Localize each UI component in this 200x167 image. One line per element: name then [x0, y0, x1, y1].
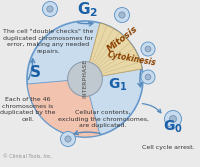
Text: Mitosis: Mitosis [106, 24, 140, 54]
Circle shape [60, 131, 76, 146]
Circle shape [141, 42, 155, 56]
Circle shape [164, 111, 182, 127]
Text: INTERPHASE: INTERPHASE [83, 59, 88, 99]
Wedge shape [27, 79, 100, 137]
Text: $\mathbf{G}_\mathbf{0}$: $\mathbf{G}_\mathbf{0}$ [163, 119, 183, 135]
Text: Cell cycle arrest.: Cell cycle arrest. [142, 145, 194, 150]
Circle shape [169, 115, 177, 123]
Circle shape [145, 46, 151, 52]
Text: Each of the 46
chromosomes is
duplicated by the
cell.: Each of the 46 chromosomes is duplicated… [0, 97, 56, 122]
Text: $\mathbf{G}_\mathbf{1}$: $\mathbf{G}_\mathbf{1}$ [108, 77, 128, 93]
Circle shape [145, 74, 151, 80]
Text: The cell "double checks" the
duplicated chromosomes for
error, making any needed: The cell "double checks" the duplicated … [3, 29, 93, 54]
Circle shape [42, 2, 58, 17]
Circle shape [27, 21, 143, 137]
Circle shape [65, 136, 71, 142]
Circle shape [141, 70, 155, 84]
Circle shape [47, 6, 53, 12]
Circle shape [114, 8, 130, 23]
Text: $\mathbf{S}$: $\mathbf{S}$ [29, 64, 41, 80]
Circle shape [119, 12, 125, 18]
Text: Cellular contents,
excluding the chromosomes,
are duplicated.: Cellular contents, excluding the chromos… [58, 110, 148, 128]
Text: $\mathbf{G}_\mathbf{2}$: $\mathbf{G}_\mathbf{2}$ [77, 1, 99, 19]
Wedge shape [85, 23, 142, 79]
Circle shape [68, 62, 102, 96]
Text: Cytokinesis: Cytokinesis [107, 50, 157, 68]
Text: © Clinical Tools, Inc.: © Clinical Tools, Inc. [3, 154, 52, 159]
